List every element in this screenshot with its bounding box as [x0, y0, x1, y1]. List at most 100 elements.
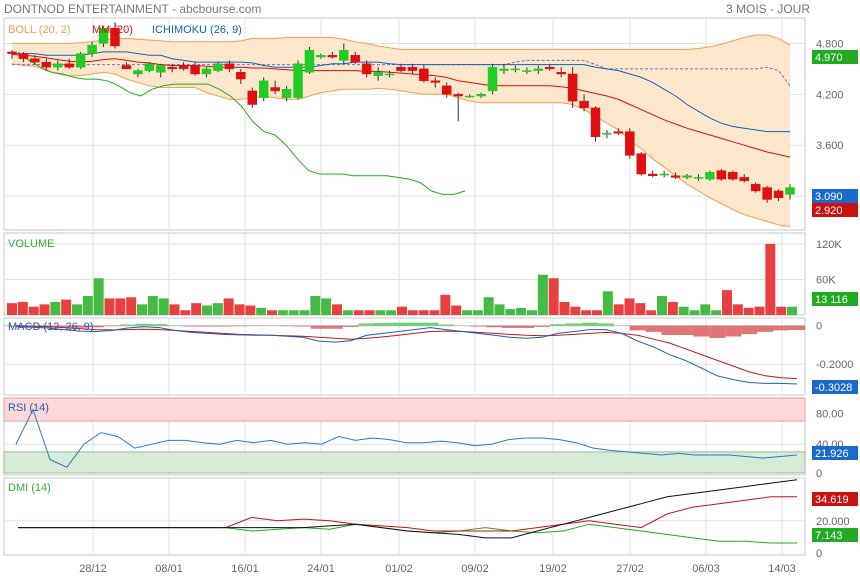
volume-bar [256, 307, 267, 315]
dmi-badge-green-text: 7.143 [815, 530, 843, 542]
x-tick-label: 16/01 [231, 563, 259, 575]
legend-item: MM (20) [92, 24, 133, 36]
volume-last-badge [812, 292, 858, 306]
candle-body [270, 87, 280, 92]
volume-bar [754, 306, 765, 315]
volume-bar [440, 294, 451, 315]
candle-body [304, 49, 315, 73]
volume-bar [310, 296, 321, 315]
candle-body [625, 131, 635, 156]
volume-bar [711, 310, 722, 315]
candle-body [705, 172, 715, 180]
period-label[interactable]: 3 MOIS - JOUR [725, 2, 810, 16]
candle-body [144, 63, 155, 71]
volume-bar [397, 306, 407, 315]
macd-signal-line [15, 325, 798, 380]
macd-last-badge [812, 380, 858, 394]
volume-bar [82, 296, 93, 315]
candle-body [716, 170, 727, 180]
candle-body [133, 70, 143, 75]
macd-title: MACD (12, 26, 9) [8, 321, 94, 333]
volume-bar [375, 310, 386, 315]
x-tick-label: 14/03 [768, 563, 796, 575]
x-tick-label: 06/03 [692, 563, 720, 575]
candle-body [773, 190, 784, 199]
candle-body [236, 72, 246, 80]
candle-body [327, 55, 338, 58]
candle-body [64, 63, 74, 68]
volume-bar [678, 306, 689, 315]
x-tick-label: 09/02 [461, 563, 489, 575]
volume-bar [613, 304, 624, 315]
candle-body [339, 49, 349, 61]
volume-bar [494, 304, 505, 315]
volume-bar [776, 306, 787, 315]
candle-body [544, 66, 555, 70]
candle-body [579, 100, 589, 109]
volume-bar [50, 301, 61, 315]
candle-body [602, 133, 612, 135]
volume-bar [72, 304, 82, 315]
candle-body [590, 107, 601, 137]
candle-body [419, 68, 429, 82]
volume-bar [39, 304, 50, 315]
candle-body [30, 58, 40, 63]
volume-bar [451, 305, 462, 315]
legend-item: ICHIMOKU (26, 9) [152, 24, 242, 36]
volume-bar [158, 298, 169, 315]
volume-last-badge-text: 13 116 [815, 294, 848, 306]
volume-bar [602, 291, 613, 315]
candle-body [464, 95, 475, 98]
volume-bar [93, 278, 104, 315]
macd-y-tick: -0.2000 [816, 359, 853, 371]
candle-body [247, 90, 258, 105]
candle-body [316, 55, 326, 58]
candle-body [224, 63, 235, 70]
candle-body [762, 187, 772, 200]
volume-bar [245, 305, 256, 315]
candle-body [258, 80, 269, 98]
x-tick-label: 27/02 [616, 563, 644, 575]
candle-body [281, 88, 292, 98]
candle-body [693, 177, 704, 179]
candle-body [533, 68, 544, 71]
volume-bar [483, 297, 494, 315]
candle-body [293, 63, 303, 98]
volume-bar [722, 290, 732, 315]
candle-body [98, 27, 109, 44]
candle-body [361, 63, 372, 75]
volume-bar [147, 296, 158, 315]
volume-bar [624, 298, 635, 315]
candle-body [121, 65, 132, 70]
candle-body [750, 183, 761, 192]
volume-bar [581, 310, 592, 315]
volume-bar [267, 310, 277, 315]
candle-body [499, 68, 509, 71]
price-y-tick: 4.200 [816, 89, 844, 101]
candle-body [647, 173, 658, 176]
candle-body [350, 55, 360, 63]
candle-body [659, 173, 669, 176]
candle-body [682, 175, 692, 178]
candle-body [396, 66, 406, 71]
candle-body [430, 80, 441, 83]
rsi-title: RSI (14) [8, 402, 49, 414]
rsi-y-tick: 0 [816, 468, 822, 480]
price-y-tick: 4.800 [816, 38, 844, 50]
volume-bar [115, 298, 126, 315]
volume-bar [386, 310, 397, 315]
candle-body [41, 61, 52, 68]
candle-body [510, 68, 521, 71]
volume-bar [657, 296, 667, 315]
candle-body [476, 94, 486, 97]
volume-bar [364, 310, 375, 315]
volume-bar [169, 304, 180, 315]
candle-body [373, 72, 383, 76]
volume-bar [321, 298, 332, 315]
price-last-badge-text: 4.970 [815, 52, 843, 64]
volume-bar [516, 307, 527, 315]
volume-bar [137, 304, 147, 315]
dmi-title: DMI (14) [8, 482, 51, 494]
volume-bar [548, 278, 559, 315]
